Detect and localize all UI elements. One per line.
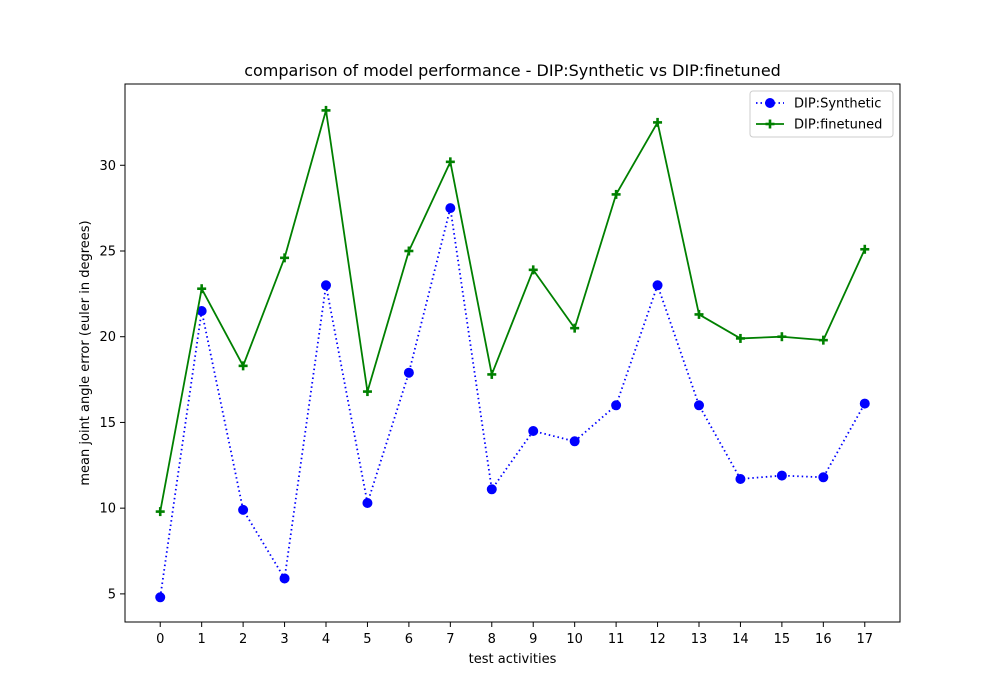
x-tick-label: 14 xyxy=(732,632,749,647)
series-line xyxy=(159,109,866,512)
data-point xyxy=(362,498,373,509)
series-dip-synthetic xyxy=(155,203,870,603)
data-point xyxy=(611,400,622,411)
data-point xyxy=(735,474,746,485)
data-point xyxy=(238,504,249,515)
x-tick-label: 16 xyxy=(815,632,832,647)
data-point xyxy=(818,335,828,345)
data-point xyxy=(280,253,290,263)
data-point xyxy=(238,361,248,371)
x-tick-label: 9 xyxy=(529,632,537,647)
data-point xyxy=(693,400,704,411)
data-point xyxy=(570,323,580,333)
data-point xyxy=(528,426,539,437)
x-tick-label: 5 xyxy=(363,632,371,647)
series-layer xyxy=(155,105,870,603)
y-tick-label: 30 xyxy=(99,159,116,174)
data-point xyxy=(528,265,538,275)
x-tick-label: 8 xyxy=(488,632,496,647)
data-point xyxy=(777,332,787,342)
legend-marker xyxy=(765,98,775,108)
data-point xyxy=(155,592,166,603)
x-axis-label: test activities xyxy=(469,652,557,667)
x-tick-label: 13 xyxy=(691,632,708,647)
y-tick-label: 20 xyxy=(99,330,116,345)
data-point xyxy=(487,369,497,379)
x-tick-label: 15 xyxy=(774,632,791,647)
legend-items: DIP:Synthetic DIP:finetuned xyxy=(756,97,882,133)
data-point xyxy=(776,470,787,481)
data-point xyxy=(569,436,580,447)
x-tick-label: 2 xyxy=(239,632,247,647)
data-point xyxy=(860,244,870,254)
x-axis-ticks: 0 1 2 3 4 5 6 7 8 9 10 11 12 13 14 15 16 17 xyxy=(156,622,873,647)
data-point xyxy=(445,203,456,214)
x-tick-label: 3 xyxy=(280,632,288,647)
legend-label: DIP:finetuned xyxy=(794,118,882,133)
y-axis-label: mean joint angle error (euler in degrees… xyxy=(78,220,93,485)
y-tick-label: 5 xyxy=(108,587,116,602)
chart-title: comparison of model performance - DIP:Sy… xyxy=(244,61,781,80)
x-tick-label: 11 xyxy=(608,632,625,647)
data-point xyxy=(321,280,332,291)
data-point xyxy=(321,105,331,115)
y-axis-ticks: 5 10 15 20 25 30 xyxy=(99,159,125,602)
y-tick-label: 10 xyxy=(99,502,116,517)
data-point xyxy=(653,117,663,127)
legend-item: DIP:Synthetic xyxy=(756,97,881,112)
data-point xyxy=(155,507,165,517)
data-point xyxy=(279,573,290,584)
data-point xyxy=(735,333,745,343)
x-tick-label: 0 xyxy=(156,632,164,647)
x-tick-label: 6 xyxy=(405,632,413,647)
data-point xyxy=(694,309,704,319)
series-dip-finetuned xyxy=(155,105,870,517)
y-tick-label: 15 xyxy=(99,416,116,431)
legend-item: DIP:finetuned xyxy=(756,118,882,133)
legend-label: DIP:Synthetic xyxy=(794,97,881,112)
x-tick-label: 4 xyxy=(322,632,330,647)
legend-marker xyxy=(765,119,775,129)
data-point xyxy=(404,246,414,256)
y-tick-label: 25 xyxy=(99,244,116,259)
x-tick-label: 1 xyxy=(198,632,206,647)
data-point xyxy=(486,484,497,495)
x-tick-label: 10 xyxy=(566,632,583,647)
x-tick-label: 12 xyxy=(649,632,666,647)
series-line xyxy=(159,207,866,598)
data-point xyxy=(859,398,870,409)
x-tick-label: 17 xyxy=(856,632,873,647)
legend-box xyxy=(749,90,894,138)
data-point xyxy=(403,367,414,378)
data-point xyxy=(445,157,455,167)
data-point xyxy=(197,284,207,294)
legend: DIP:Synthetic DIP:finetuned xyxy=(749,90,894,138)
x-tick-label: 7 xyxy=(446,632,454,647)
data-point xyxy=(652,280,663,291)
data-point xyxy=(611,189,621,199)
data-point xyxy=(818,472,829,483)
data-point xyxy=(362,387,372,397)
plot-frame xyxy=(124,83,901,623)
